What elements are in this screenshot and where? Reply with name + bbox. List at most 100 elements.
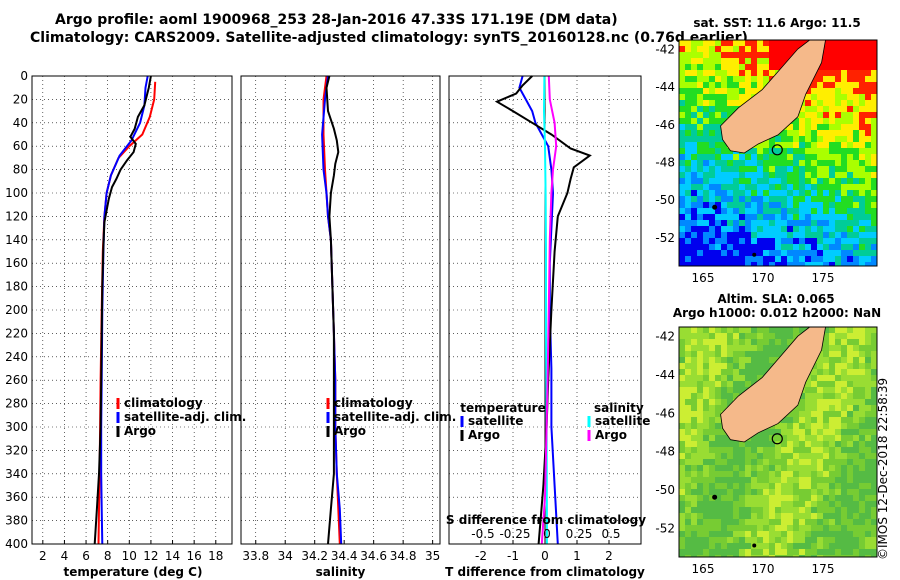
heat-cell (709, 64, 715, 70)
heat-cell (823, 555, 829, 557)
heat-cell (853, 70, 859, 76)
heat-cell (847, 489, 853, 495)
heat-cell (835, 369, 841, 375)
heat-cell (835, 70, 841, 76)
heat-cell (805, 184, 811, 190)
heat-cell (757, 435, 763, 441)
heat-cell (817, 142, 823, 148)
heat-cell (859, 429, 865, 435)
heat-cell (721, 351, 727, 357)
heat-cell (871, 513, 877, 519)
heat-cell (703, 531, 709, 537)
heat-cell (733, 52, 739, 58)
x-tick-label: 12 (143, 549, 158, 563)
heat-cell (757, 531, 763, 537)
heat-cell (703, 423, 709, 429)
heat-cell (853, 381, 859, 387)
heat-cell (697, 333, 703, 339)
heat-cell (715, 196, 721, 202)
heat-cell (841, 447, 847, 453)
heat-cell (739, 238, 745, 244)
heat-cell (739, 375, 745, 381)
x-tick-label: 34.4 (331, 549, 358, 563)
heat-cell (703, 166, 709, 172)
heat-cell (781, 238, 787, 244)
x-tick-label: 6 (82, 549, 90, 563)
heat-cell (871, 453, 877, 459)
heat-cell (745, 513, 751, 519)
heat-cell (703, 339, 709, 345)
heat-cell (697, 160, 703, 166)
heat-cell (679, 435, 685, 441)
heat-cell (757, 160, 763, 166)
heat-cell (709, 507, 715, 513)
heat-cell (703, 244, 709, 250)
heat-cell (703, 190, 709, 196)
heat-cell (859, 507, 865, 513)
heat-cell (823, 124, 829, 130)
heat-cell (865, 202, 871, 208)
heat-cell (721, 495, 727, 501)
heat-cell (745, 202, 751, 208)
heat-cell (829, 184, 835, 190)
heat-cell (727, 351, 733, 357)
heat-cell (721, 70, 727, 76)
heat-cell (865, 405, 871, 411)
heat-cell (829, 351, 835, 357)
heat-cell (871, 148, 877, 154)
y-tick-label: 160 (5, 256, 28, 270)
heat-cell (787, 519, 793, 525)
heat-cell (823, 154, 829, 160)
heat-cell (733, 537, 739, 543)
heat-cell (817, 184, 823, 190)
heat-cell (739, 501, 745, 507)
heat-cell (715, 238, 721, 244)
temperature-axes-frame (31, 75, 233, 545)
heat-cell (763, 495, 769, 501)
heat-cell (739, 369, 745, 375)
heat-cell (709, 106, 715, 112)
heat-cell (859, 483, 865, 489)
heat-cell (727, 369, 733, 375)
heat-cell (829, 471, 835, 477)
heat-cell (823, 166, 829, 172)
heat-cell (841, 525, 847, 531)
heat-cell (871, 483, 877, 489)
heat-cell (829, 52, 835, 58)
heat-cell (853, 250, 859, 256)
heat-cell (793, 459, 799, 465)
heat-cell (757, 501, 763, 507)
heat-cell (739, 190, 745, 196)
heat-cell (739, 471, 745, 477)
heat-cell (775, 250, 781, 256)
heat-cell (757, 375, 763, 381)
heat-cell (823, 70, 829, 76)
heat-cell (835, 142, 841, 148)
map-lat-tick-label: -48 (655, 445, 675, 459)
heat-cell (763, 519, 769, 525)
series-line-t-argo (494, 75, 592, 545)
heat-cell (841, 94, 847, 100)
map-lon-tick-label: 165 (692, 271, 715, 285)
heat-cell (859, 447, 865, 453)
heat-cell (685, 82, 691, 88)
heat-cell (823, 202, 829, 208)
heat-cell (859, 40, 865, 46)
heat-cell (715, 112, 721, 118)
heat-cell (697, 543, 703, 549)
heat-cell (841, 142, 847, 148)
heat-cell (871, 525, 877, 531)
heat-cell (691, 501, 697, 507)
map-lat-tick-label: -48 (655, 155, 675, 169)
heat-cell (685, 106, 691, 112)
heat-cell (763, 543, 769, 549)
heat-cell (853, 184, 859, 190)
heat-cell (727, 387, 733, 393)
heat-cell (847, 537, 853, 543)
heat-cell (733, 238, 739, 244)
heat-cell (685, 238, 691, 244)
heat-cell (841, 441, 847, 447)
heat-cell (793, 435, 799, 441)
heat-cell (739, 531, 745, 537)
legend-label: climatology (334, 396, 413, 410)
